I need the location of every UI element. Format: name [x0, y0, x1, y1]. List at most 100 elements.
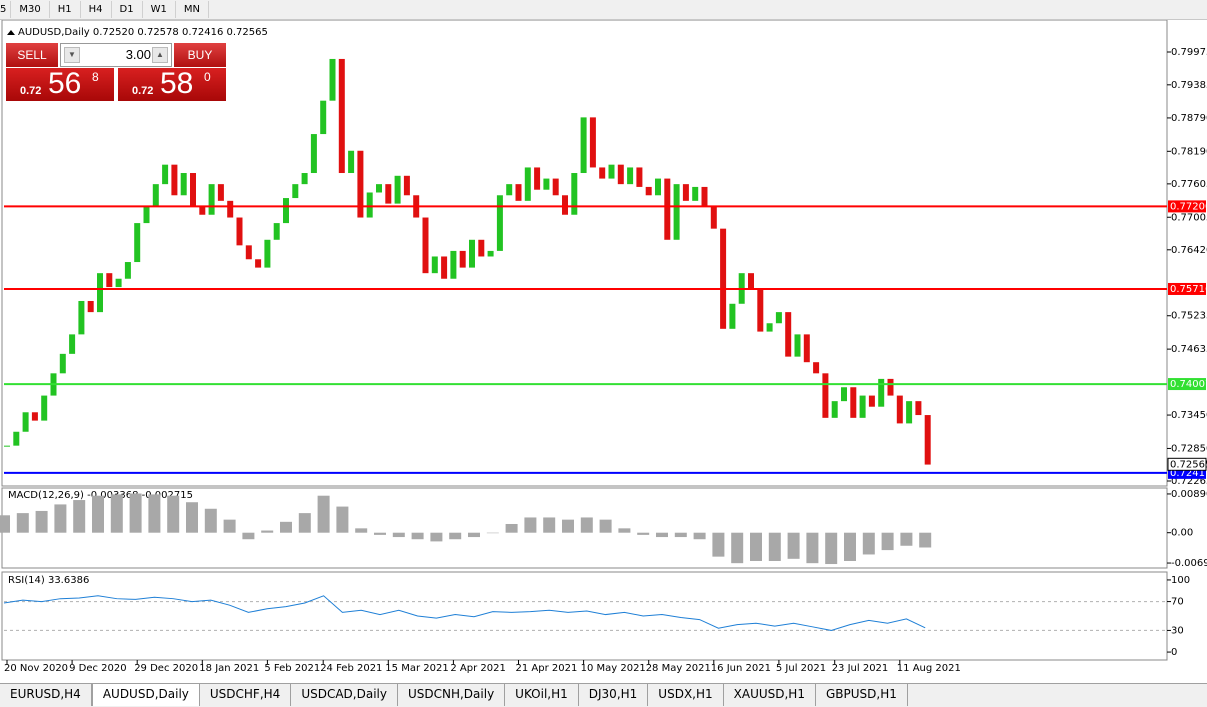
candle [775, 312, 782, 324]
chart-tab[interactable]: USDX,H1 [648, 684, 724, 706]
histogram-bar [392, 532, 405, 538]
histogram-bar [317, 495, 330, 533]
histogram-bar [881, 532, 894, 551]
chart-tab[interactable]: USDCAD,Daily [291, 684, 398, 706]
x-tick-label: 5 Jul 2021 [776, 663, 826, 674]
timeframe-button[interactable]: H4 [81, 1, 112, 18]
histogram-bar [486, 532, 499, 534]
level-label: 0.75716 [1170, 284, 1207, 295]
histogram-bar [186, 502, 198, 533]
chart-tab[interactable]: GBPUSD,H1 [816, 684, 908, 706]
chart-tab[interactable]: USDCHF,H4 [200, 684, 292, 706]
candle [822, 373, 829, 418]
candle [190, 173, 196, 207]
candle [301, 173, 308, 185]
timeframe-button[interactable]: 5 [0, 1, 12, 18]
candle [608, 164, 615, 179]
bid-small: 8 [92, 70, 99, 84]
histogram-bar [129, 493, 142, 533]
histogram-bar [73, 500, 86, 533]
x-tick-label: 2 Apr 2021 [450, 663, 505, 674]
candle [264, 239, 271, 268]
current-price-label: 0.72565 [1170, 459, 1207, 470]
candle [496, 195, 503, 251]
volume-up[interactable]: ▲ [152, 47, 168, 63]
volume-down[interactable]: ▼ [64, 47, 80, 63]
candle [831, 401, 838, 418]
candle [459, 250, 466, 268]
histogram-bar [505, 523, 518, 533]
timeframe-button[interactable]: W1 [143, 1, 176, 18]
chart-tab[interactable]: DJ30,H1 [579, 684, 649, 706]
candle [106, 273, 113, 288]
candle [720, 228, 727, 329]
timeframe-button[interactable]: H1 [50, 1, 81, 18]
volume-input[interactable]: ▼ 3.00 ▲ [60, 43, 172, 67]
level-label: 0.72411 [1170, 468, 1207, 479]
timeframe-button[interactable]: M30 [11, 1, 50, 18]
histogram-bar [562, 519, 574, 533]
candle [97, 273, 103, 313]
ask-prefix: 0.72 [132, 85, 154, 97]
histogram-bar [524, 517, 537, 533]
candle [31, 412, 38, 421]
bid-price[interactable]: 0.72 56 8 [6, 68, 114, 101]
histogram-bar [54, 504, 67, 533]
candle [850, 387, 857, 418]
candle [469, 239, 475, 268]
y-tick-label: 0.77005 [1171, 212, 1207, 223]
ask-small: 0 [204, 70, 211, 84]
candle [152, 184, 159, 207]
candle [682, 184, 689, 201]
histogram-bar [242, 532, 255, 540]
y-tick-label: 0 [1171, 647, 1177, 658]
buy-button[interactable]: BUY [174, 43, 226, 67]
candle [859, 395, 866, 418]
sell-button[interactable]: SELL [6, 43, 58, 67]
collapse-icon[interactable] [7, 30, 15, 35]
histogram-bar [844, 532, 856, 561]
chart-tab[interactable]: XAUUSD,H1 [724, 684, 816, 706]
histogram-bar [223, 519, 236, 533]
candle [757, 289, 764, 332]
timeframe-button[interactable]: MN [176, 1, 209, 18]
candle [580, 117, 587, 174]
chart-tab[interactable]: USDCNH,Daily [398, 684, 506, 706]
histogram-bar [618, 528, 631, 533]
candle [636, 167, 643, 187]
candle [878, 378, 885, 407]
candle [143, 206, 150, 224]
histogram-bar [374, 532, 386, 535]
ask-price[interactable]: 0.72 58 0 [118, 68, 226, 101]
candle [13, 431, 20, 446]
candle [162, 164, 169, 185]
candle [487, 250, 494, 257]
x-tick-label: 20 Nov 2020 [4, 663, 68, 674]
timeframe-button[interactable]: D1 [112, 1, 143, 18]
candle [710, 206, 717, 229]
candle [87, 300, 94, 313]
candle [199, 206, 206, 215]
candle [310, 134, 317, 174]
chart-tab[interactable]: EURUSD,H4 [0, 684, 92, 706]
candle [915, 401, 922, 416]
candle [887, 378, 894, 396]
histogram-bar [35, 510, 48, 533]
chart-tab[interactable]: AUDUSD,Daily [91, 684, 200, 706]
candle [562, 195, 568, 215]
y-tick-label: 0.79385 [1171, 80, 1207, 91]
candle [180, 173, 187, 196]
candle [645, 186, 652, 196]
y-tick-label: 70 [1171, 597, 1184, 608]
level-label-box [1168, 378, 1206, 391]
candle [217, 184, 224, 201]
histogram-bar [862, 532, 875, 555]
candle [338, 58, 345, 174]
histogram-bar [693, 532, 706, 540]
chart-tab[interactable]: UKOil,H1 [505, 684, 579, 706]
x-tick-label: 23 Jul 2021 [832, 663, 889, 674]
bid-big: 56 [48, 67, 82, 100]
histogram-bar [637, 532, 650, 535]
